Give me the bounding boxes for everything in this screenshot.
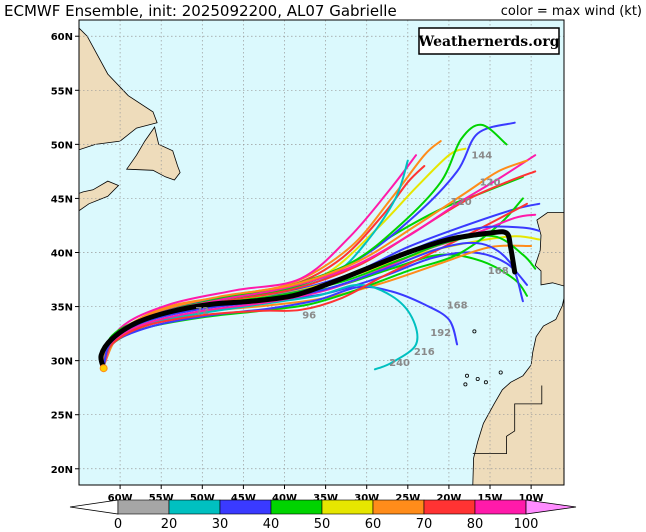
lat-tick-label: 30N [51,357,73,368]
colorbar-end-arrow [525,499,577,515]
colorbar-tick-label: 40 [263,517,280,532]
forecast-hour-label: 168 [488,266,509,277]
lon-tick-label: 45W [231,493,256,504]
watermark-text: Weathernerds.org [418,34,560,50]
legend-label: color = max wind (kt) [500,4,642,19]
lon-tick-label: 10W [519,493,544,504]
island [463,382,468,387]
island [483,380,488,385]
colorbar-start-arrow [69,499,119,515]
border-line [472,385,543,455]
lat-tick-label: 50N [51,140,73,151]
newfoundland [125,126,181,181]
forecast-hour-label: 216 [414,347,435,358]
colorbar-tick-label: 0 [114,517,122,532]
colorbar: 0 20 30 40 50 60 70 80 100 [69,499,577,532]
forecast-hour-label: 120 [480,177,501,188]
colorbar-tick-label: 60 [365,517,382,532]
north-africa [472,297,564,485]
colorbar-tick-label: 20 [161,517,178,532]
lat-tick-label: 45N [51,194,73,205]
colorbar-segment [219,499,272,515]
forecast-hour-label: 72 [195,306,209,317]
ensemble-member-track [102,285,459,367]
colorbar-segment [423,499,476,515]
watermark-box: Weathernerds.org [418,27,560,55]
map-area: 72 96 120 120 144 168 168 192 216 240 [79,20,564,485]
colorbar-segment [372,499,425,515]
lon-tick-label: 15W [478,493,503,504]
colorbar-segment [168,499,221,515]
island [472,329,477,334]
nova-scotia [79,180,120,212]
forecast-hour-label: 192 [430,328,451,339]
longitude-tick-labels: 60W 55W 50W 45W 40W 35W 30W 25W 20W 15W 10W [108,485,544,504]
island [464,373,469,378]
island [498,370,503,375]
canada-coast [79,27,158,151]
forecast-hour-label: 240 [389,358,410,369]
colorbar-segment [270,499,323,515]
forecast-hour-label: 96 [302,310,316,321]
lon-tick-label: 40W [272,493,297,504]
colorbar-tick-label: 80 [467,517,484,532]
lat-tick-label: 35N [51,303,73,314]
forecast-hour-label: 144 [471,150,492,161]
latitude-tick-labels: 60N 55N 50N 45N 40N 35N 30N 25N 20N [51,32,79,476]
colorbar-tick-label: 100 [514,517,539,532]
lon-tick-label: 20W [436,493,461,504]
colorbar-segment [321,499,374,515]
ensemble-mean-track [98,229,518,373]
colorbar-segment [474,499,527,515]
forecast-hour-label: 120 [451,197,472,208]
forecast-hour-label: 168 [447,301,468,312]
ensemble-member-track [102,154,417,367]
start-position-marker [99,364,108,373]
island [475,376,480,381]
lon-tick-label: 60W [108,493,133,504]
lat-tick-label: 55N [51,86,73,97]
lat-tick-label: 60N [51,32,73,43]
chart-title: ECMWF Ensemble, init: 2025092200, AL07 G… [4,2,397,20]
lat-tick-label: 20N [51,465,73,476]
colorbar-segment [117,499,170,515]
colorbar-tick-label: 30 [212,517,229,532]
lon-tick-label: 55W [149,493,174,504]
lon-tick-label: 30W [354,493,379,504]
mean-track-line [98,229,518,371]
lon-tick-label: 25W [395,493,420,504]
colorbar-tick-label: 50 [314,517,331,532]
lat-tick-label: 40N [51,249,73,260]
colorbar-tick-label: 70 [416,517,433,532]
lat-tick-label: 25N [51,411,73,422]
iberia [534,212,564,287]
land-masses [79,27,564,485]
ensemble-member-track [102,202,528,367]
lon-tick-label: 50W [190,493,215,504]
forecast-hour-labels: 72 96 120 120 144 168 168 192 216 240 [195,150,508,369]
lon-tick-label: 35W [313,493,338,504]
